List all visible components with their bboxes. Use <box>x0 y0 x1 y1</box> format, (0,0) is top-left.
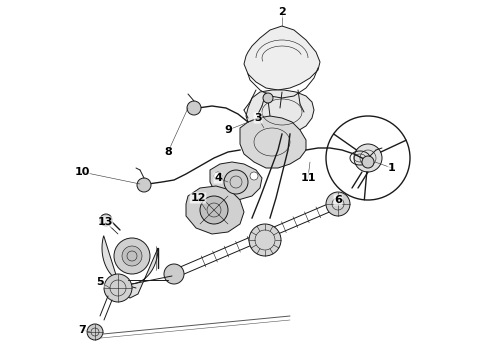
Circle shape <box>87 324 103 340</box>
Circle shape <box>122 246 142 266</box>
Circle shape <box>249 224 281 256</box>
Text: 9: 9 <box>224 125 232 135</box>
Text: 1: 1 <box>388 163 396 173</box>
Text: 6: 6 <box>334 195 342 205</box>
Text: 12: 12 <box>190 193 206 203</box>
Text: 7: 7 <box>78 325 86 335</box>
Polygon shape <box>102 236 158 298</box>
Polygon shape <box>246 90 314 134</box>
Circle shape <box>200 196 228 224</box>
Text: 3: 3 <box>254 113 262 123</box>
Circle shape <box>137 178 151 192</box>
Text: 11: 11 <box>300 173 316 183</box>
Circle shape <box>187 101 201 115</box>
Circle shape <box>354 144 382 172</box>
Circle shape <box>326 192 350 216</box>
Polygon shape <box>240 116 306 168</box>
Circle shape <box>100 214 112 226</box>
Polygon shape <box>186 186 244 234</box>
Circle shape <box>224 170 248 194</box>
Polygon shape <box>210 162 262 200</box>
Circle shape <box>362 156 374 168</box>
Text: 10: 10 <box>74 167 90 177</box>
Text: 13: 13 <box>98 217 113 227</box>
Text: 4: 4 <box>214 173 222 183</box>
Text: 2: 2 <box>278 7 286 17</box>
Text: 8: 8 <box>164 147 172 157</box>
Text: 5: 5 <box>96 277 104 287</box>
Polygon shape <box>244 26 320 90</box>
Circle shape <box>214 172 222 180</box>
Circle shape <box>104 274 132 302</box>
Circle shape <box>114 238 150 274</box>
Circle shape <box>164 264 184 284</box>
Circle shape <box>263 93 273 103</box>
Circle shape <box>250 172 258 180</box>
